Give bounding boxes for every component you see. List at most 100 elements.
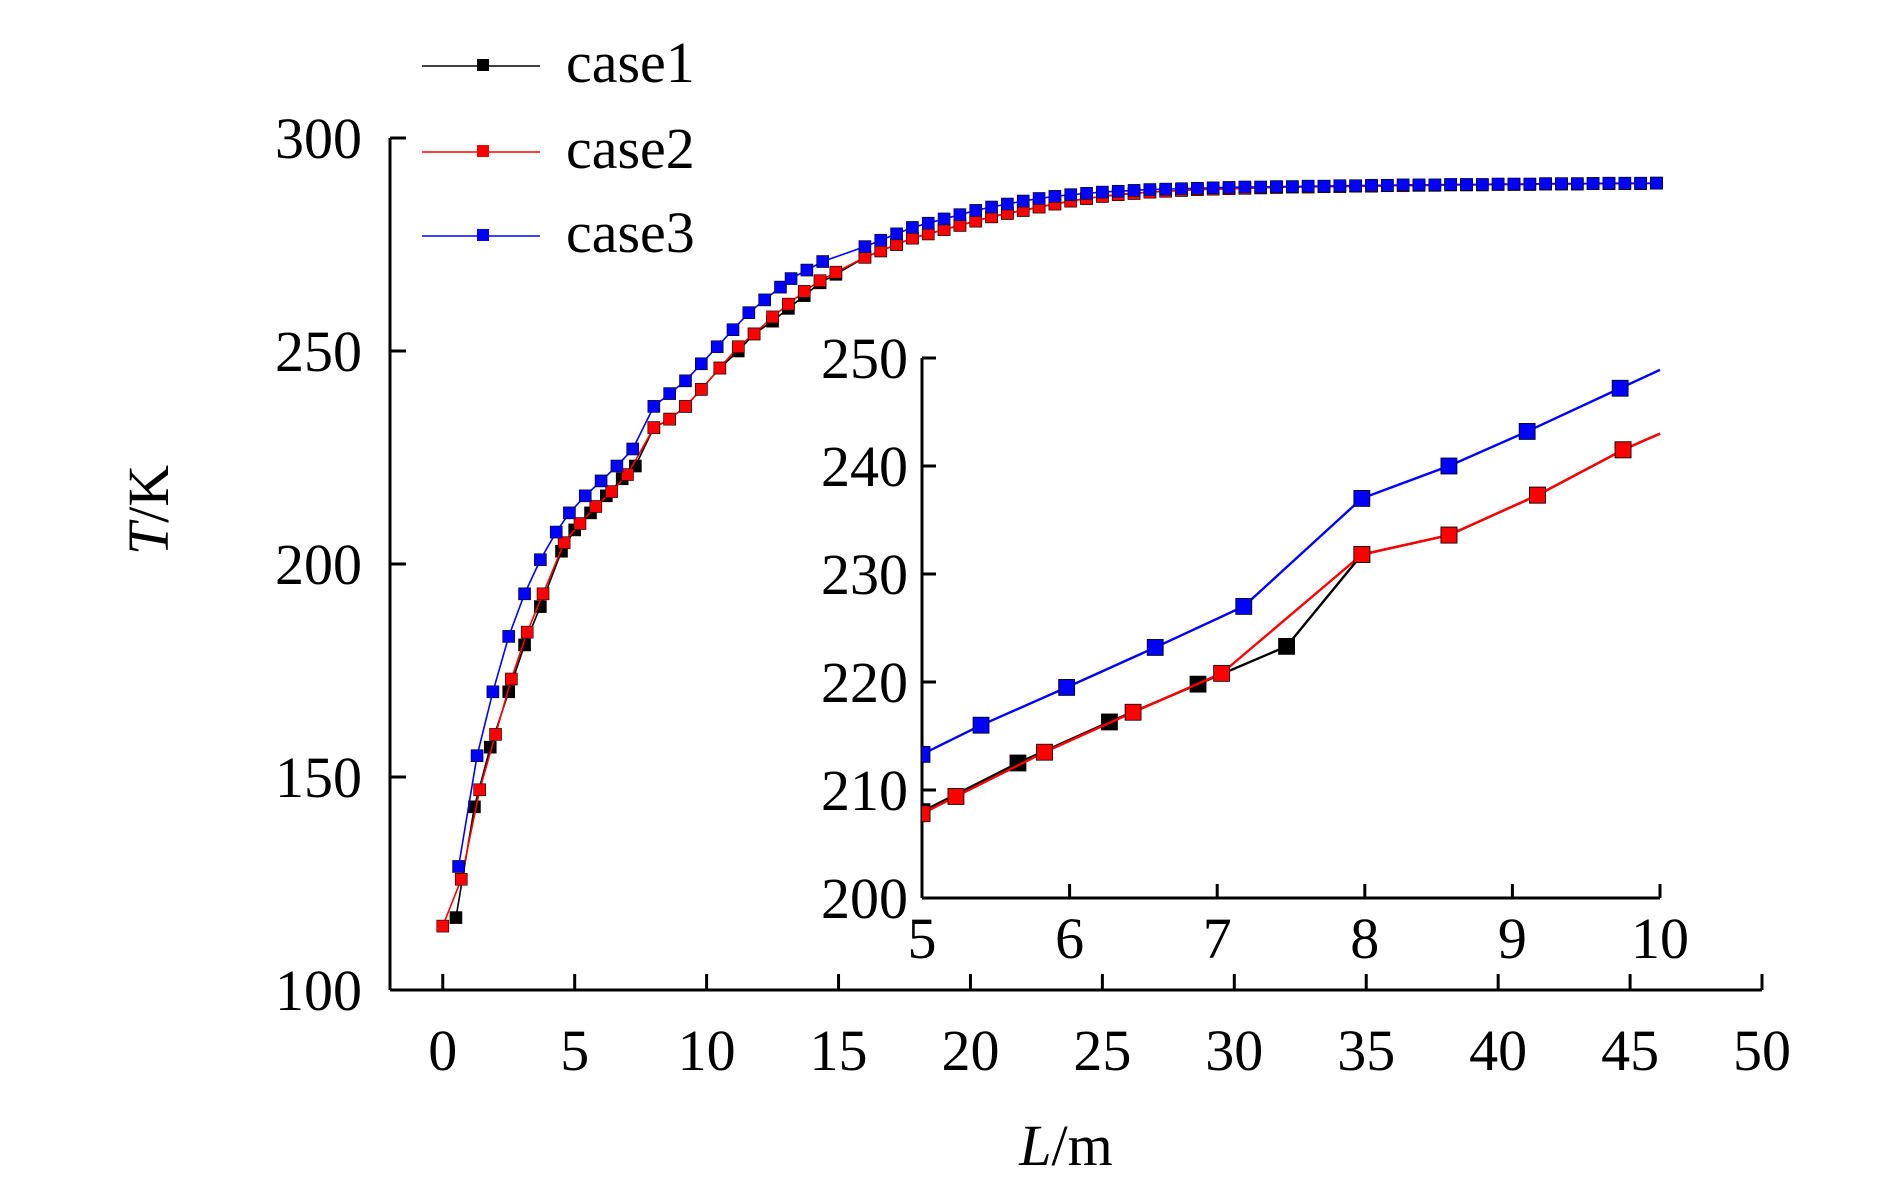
y-axis-variable: T: [116, 519, 181, 555]
data-point-case3: [1206, 181, 1220, 195]
x-tick-label: 25: [1073, 1018, 1131, 1083]
x-axis-unit: /m: [1052, 1113, 1113, 1178]
data-point-case2: [454, 872, 468, 886]
data-point-case3: [874, 233, 888, 247]
inset-data-point-case3: [1353, 489, 1371, 507]
data-point-case2: [731, 340, 745, 354]
x-tick-label: 0: [428, 1018, 457, 1083]
data-point-case3: [470, 749, 484, 763]
data-point-case3: [1381, 178, 1394, 192]
data-point-case3: [1444, 178, 1457, 191]
data-point-case3: [742, 306, 756, 319]
data-point-case2: [906, 231, 919, 245]
series-case3: [452, 176, 1663, 873]
inset-series-line-case2: [922, 432, 1661, 815]
data-point-case2: [589, 500, 603, 513]
data-point-case3: [1175, 182, 1188, 195]
inset-data-point-case3: [1058, 679, 1076, 696]
inset-y-tick-label: 250: [821, 326, 908, 391]
x-tick-label: 10: [678, 1018, 736, 1083]
inset-data-point-case1: [1278, 637, 1295, 655]
legend-label: case1: [566, 30, 695, 95]
inset-y-tick-label: 220: [821, 650, 908, 715]
data-point-case3: [486, 685, 500, 699]
data-point-case2: [874, 244, 888, 258]
data-point-case3: [1586, 177, 1600, 190]
x-tick-label: 30: [1205, 1018, 1263, 1083]
data-point-case3: [1317, 179, 1331, 193]
inset-y-tick-label: 230: [821, 542, 908, 607]
data-point-case3: [1650, 176, 1663, 190]
data-point-case3: [1571, 177, 1584, 190]
legend-label: case2: [566, 116, 695, 181]
inset-plot: 200 210 220 230 240 250 5 6 7 8 9 10: [821, 326, 1689, 971]
data-point-case3: [1016, 194, 1030, 208]
data-point-case3: [1254, 180, 1267, 194]
data-point-case3: [647, 400, 661, 413]
data-point-case2: [782, 297, 795, 311]
data-point-case3: [784, 272, 798, 285]
data-point-case3: [1476, 178, 1489, 191]
data-point-case2: [520, 625, 534, 639]
inset-data-point-case2: [1353, 546, 1371, 563]
inset-x-tick-label: 8: [1350, 906, 1379, 971]
inset-data-point-case2: [1124, 703, 1142, 721]
data-point-case3: [534, 553, 547, 567]
data-point-case2: [505, 672, 518, 686]
data-point-case3: [1460, 178, 1473, 191]
data-point-case3: [1032, 192, 1046, 205]
inset-data-point-case3: [1235, 598, 1253, 615]
data-point-case2: [695, 383, 708, 396]
data-point-case2: [621, 468, 634, 481]
inset-y-tick-label: 240: [821, 434, 908, 499]
data-point-case3: [1428, 178, 1442, 192]
inset-data-point-case2: [1529, 486, 1546, 504]
data-point-case3: [1349, 179, 1362, 193]
inset-series-case2: [922, 432, 1661, 823]
inset-data-point-case3: [972, 716, 990, 734]
data-point-case2: [489, 728, 502, 741]
data-point-case3: [1523, 177, 1537, 191]
x-tick-label: 45: [1601, 1018, 1659, 1083]
y-tick-label: 200: [275, 532, 362, 597]
data-point-case3: [1602, 176, 1616, 190]
data-point-case3: [594, 474, 608, 488]
data-point-case3: [1127, 184, 1141, 197]
data-point-case3: [816, 255, 830, 268]
inset-data-point-case3: [1146, 639, 1164, 656]
inset-data-point-case2: [947, 788, 965, 805]
data-point-case3: [758, 293, 771, 307]
data-point-case3: [985, 200, 998, 214]
data-point-case3: [953, 208, 967, 221]
data-point-case2: [921, 227, 935, 241]
data-point-case2: [536, 587, 550, 601]
inset-data-point-case2: [1036, 743, 1053, 761]
data-point-case3: [1096, 185, 1109, 199]
data-point-case3: [1365, 178, 1378, 192]
data-point-case3: [937, 212, 951, 226]
data-point-case2: [813, 274, 827, 288]
data-point-case3: [518, 587, 531, 601]
inset-x-tick-label: 9: [1498, 906, 1527, 971]
data-point-case3: [1270, 180, 1283, 193]
data-point-case2: [713, 361, 727, 375]
legend-item-case1: case1: [422, 30, 695, 95]
data-point-case3: [1555, 177, 1568, 190]
data-point-case2: [937, 223, 951, 236]
data-point-case2: [766, 310, 779, 324]
data-point-case3: [626, 442, 640, 456]
data-point-case2: [953, 219, 967, 232]
data-point-case3: [1222, 181, 1236, 194]
inset-data-point-case2: [1213, 664, 1231, 682]
data-point-case3: [578, 489, 592, 503]
inset-y-tick-label: 210: [821, 758, 908, 823]
y-axis-unit: /K: [116, 465, 181, 523]
data-point-case2: [557, 536, 571, 550]
legend-swatch-marker: [477, 59, 489, 71]
data-point-case2: [797, 285, 811, 298]
data-point-case3: [1491, 177, 1505, 191]
data-point-case2: [573, 517, 587, 530]
inset-y-tick-label: 200: [821, 866, 908, 931]
x-tick-label: 20: [941, 1018, 999, 1083]
